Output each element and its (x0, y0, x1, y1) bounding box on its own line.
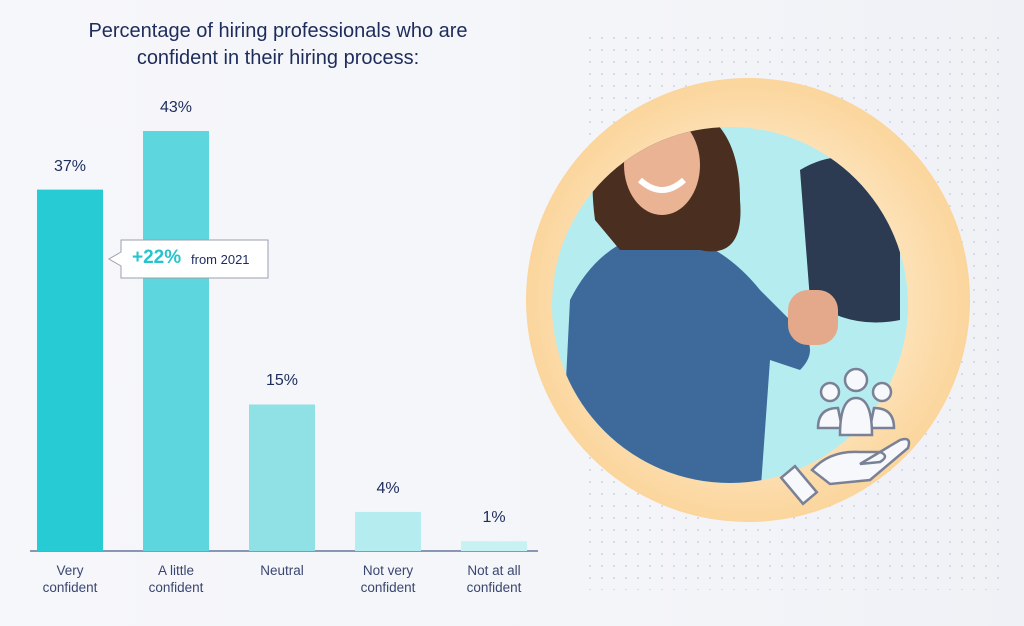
annotation-value: +22% (132, 247, 182, 268)
bar (355, 511, 421, 551)
x-tick-label: Not at all confident (466, 563, 522, 595)
x-tick-label: Very confident (42, 563, 98, 595)
bar (461, 541, 527, 551)
value-label: 4% (376, 479, 400, 497)
annotation-box (108, 239, 269, 279)
value-label: 43% (159, 99, 193, 116)
value-label: 1% (482, 509, 506, 527)
value-label: 15% (265, 372, 299, 390)
chart-title: Percentage of hiring professionals who a… (88, 20, 468, 69)
bar (249, 404, 315, 551)
x-tick-label: Not very confident (360, 563, 416, 595)
value-label: 37% (53, 157, 87, 175)
x-tick-label: A little confident (148, 563, 204, 595)
x-tick-label: Neutral (260, 563, 304, 578)
annotation-text: from 2021 (191, 252, 250, 267)
photo (552, 127, 908, 483)
people-icon (779, 367, 911, 506)
bar (37, 189, 103, 551)
bar (143, 131, 209, 551)
